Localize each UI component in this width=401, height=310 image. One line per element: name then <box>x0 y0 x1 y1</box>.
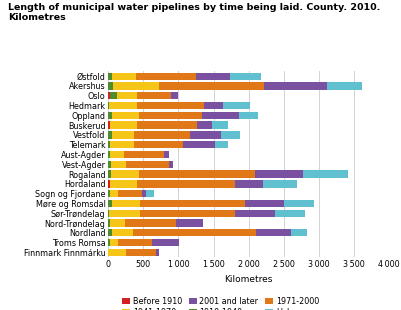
Bar <box>176 219 203 227</box>
Bar <box>202 112 239 119</box>
Bar <box>142 190 146 197</box>
Bar <box>111 161 126 168</box>
Bar <box>230 73 261 80</box>
Bar <box>110 92 117 100</box>
Bar <box>110 151 124 158</box>
Bar <box>108 131 112 139</box>
Bar <box>109 102 137 109</box>
Bar <box>146 190 154 197</box>
Bar <box>112 200 140 207</box>
Bar <box>108 229 112 237</box>
Bar <box>108 73 112 80</box>
Bar <box>112 229 133 237</box>
Bar <box>126 249 156 256</box>
Bar <box>245 200 284 207</box>
Bar <box>110 122 137 129</box>
Bar <box>117 92 137 100</box>
Bar <box>264 82 327 90</box>
Bar <box>108 249 126 256</box>
Bar <box>212 122 228 129</box>
Bar <box>140 210 235 217</box>
Bar <box>108 92 110 100</box>
Bar <box>134 141 183 148</box>
Bar <box>124 151 164 158</box>
Bar <box>159 82 264 90</box>
Bar <box>118 190 142 197</box>
Bar <box>111 170 139 178</box>
Bar <box>235 210 275 217</box>
Bar <box>108 190 110 197</box>
Bar <box>108 82 113 90</box>
Bar <box>235 180 263 188</box>
Bar <box>108 112 112 119</box>
Bar <box>137 92 172 100</box>
Bar <box>139 170 255 178</box>
Bar <box>275 210 305 217</box>
Bar <box>284 200 314 207</box>
Bar <box>263 180 297 188</box>
Bar <box>140 200 245 207</box>
Bar <box>134 131 190 139</box>
Bar <box>291 229 307 237</box>
Bar <box>221 131 240 139</box>
Bar <box>125 219 176 227</box>
Bar <box>215 141 228 148</box>
Bar <box>112 131 134 139</box>
Bar <box>156 249 159 256</box>
Bar <box>169 161 173 168</box>
Bar <box>108 239 110 246</box>
Bar <box>110 180 137 188</box>
Bar <box>110 219 125 227</box>
Bar <box>137 102 204 109</box>
Bar <box>112 112 139 119</box>
Bar <box>126 161 169 168</box>
Bar <box>110 141 134 148</box>
Bar <box>109 210 140 217</box>
Bar <box>133 229 256 237</box>
Bar <box>223 102 250 109</box>
Bar <box>137 180 235 188</box>
Bar <box>108 151 110 158</box>
Bar <box>108 161 111 168</box>
Bar <box>108 219 110 227</box>
Bar <box>327 82 363 90</box>
Bar <box>113 82 159 90</box>
Bar <box>196 122 212 129</box>
Bar <box>172 92 178 100</box>
Bar <box>112 73 136 80</box>
Bar <box>152 239 179 246</box>
Bar <box>108 102 109 109</box>
Bar <box>108 200 112 207</box>
Bar <box>164 151 169 158</box>
Bar <box>108 170 111 178</box>
Bar <box>108 180 110 188</box>
Bar <box>139 112 202 119</box>
Bar <box>196 73 230 80</box>
Bar <box>118 239 152 246</box>
Bar <box>190 131 221 139</box>
Bar <box>204 102 223 109</box>
Bar <box>108 122 110 129</box>
Bar <box>303 170 348 178</box>
Bar <box>108 210 109 217</box>
Text: Length of municipal water pipelines by time being laid. County. 2010.
Kilometres: Length of municipal water pipelines by t… <box>8 3 381 23</box>
Bar <box>110 190 118 197</box>
Bar <box>137 122 196 129</box>
Bar <box>108 141 110 148</box>
Bar <box>239 112 258 119</box>
Bar <box>256 229 291 237</box>
Bar <box>136 73 196 80</box>
Bar <box>110 239 118 246</box>
Bar <box>255 170 303 178</box>
X-axis label: Kilometres: Kilometres <box>225 275 273 284</box>
Bar <box>183 141 215 148</box>
Legend: Before 1910, 1941-1970, 2001 and later, 1910-1940, 1971-2000, Unknown: Before 1910, 1941-1970, 2001 and later, … <box>122 297 319 310</box>
